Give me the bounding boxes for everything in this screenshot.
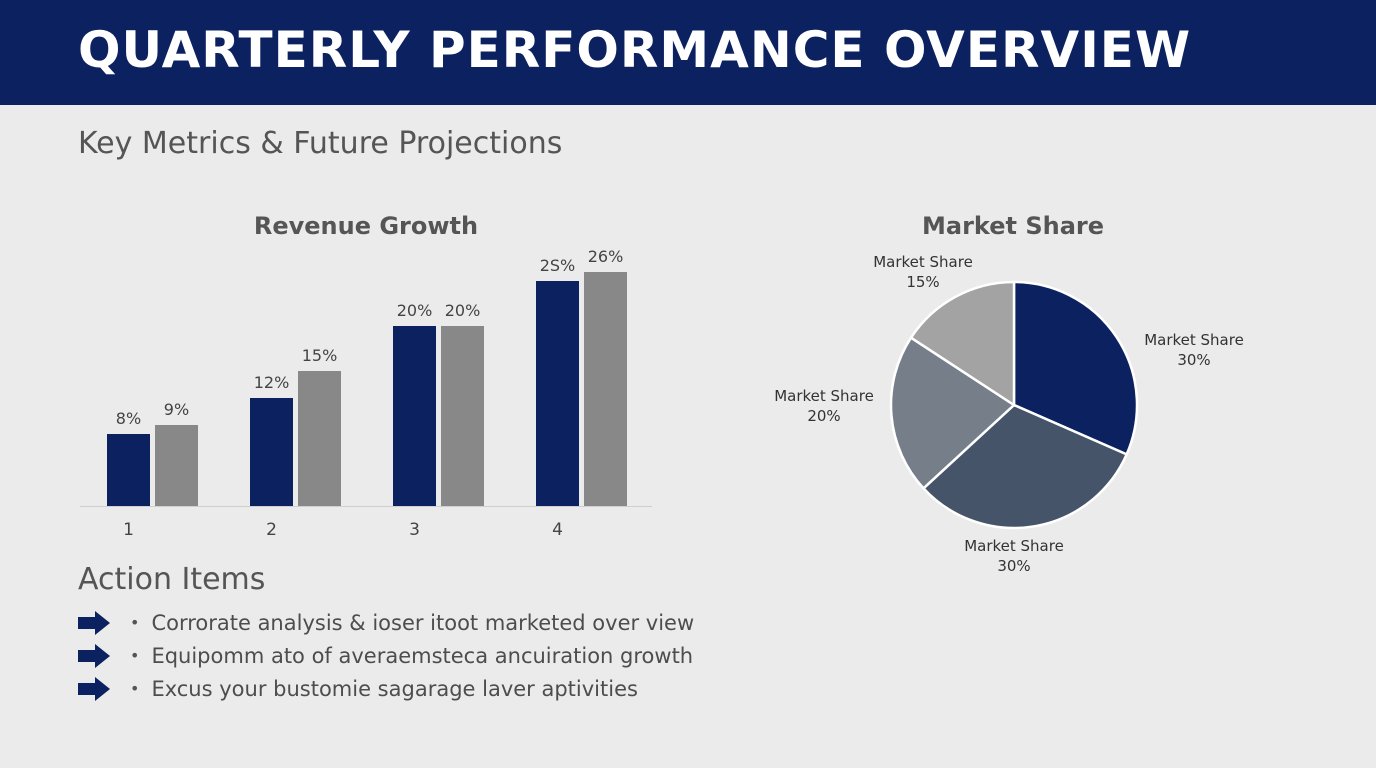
bullet-icon: • <box>130 646 140 665</box>
action-item-text: Corrorate analysis & ioser itoot markete… <box>151 610 695 635</box>
pie-slice-4 <box>909 280 1016 408</box>
pie-label: Market Share <box>964 537 1064 555</box>
pie-value-label: 20% <box>807 407 840 425</box>
action-items-title: Action Items <box>78 562 266 597</box>
bar-2-4 <box>584 272 627 506</box>
bar-data-label: 9% <box>164 400 189 419</box>
page-subtitle: Key Metrics & Future Projections <box>78 126 563 161</box>
arrow-right-icon <box>78 610 110 635</box>
bar-data-label: 20% <box>445 301 481 320</box>
list-item: • Corrorate analysis & ioser itoot marke… <box>78 606 694 639</box>
pie-value-label: 15% <box>906 273 939 291</box>
bullet-icon: • <box>130 613 140 632</box>
list-item: • Excus your bustomie sagarage laver apt… <box>78 672 694 705</box>
bar-2-2 <box>298 371 341 506</box>
bullet-icon: • <box>130 679 140 698</box>
arrow-right-icon <box>78 643 110 668</box>
x-tick-label: 4 <box>552 520 563 540</box>
bar-data-label: 15% <box>302 346 338 365</box>
bar-data-label: 26% <box>588 247 624 266</box>
page-title: QUARTERLY PERFORMANCE OVERVIEW <box>78 21 1192 79</box>
pie-label: Market Share <box>1144 331 1244 349</box>
header-bar: QUARTERLY PERFORMANCE OVERVIEW <box>0 0 1376 105</box>
bar-1-2 <box>250 398 293 506</box>
bar-1-4 <box>536 281 579 506</box>
action-item-text: Excus your bustomie sagarage laver aptiv… <box>151 676 638 701</box>
bar-2-3 <box>441 326 484 506</box>
pie-value-label: 30% <box>1177 351 1210 369</box>
pie-label: Market Share <box>873 253 973 271</box>
pie-chart-title: Market Share <box>921 212 1105 240</box>
x-tick-label: 2 <box>266 520 277 540</box>
action-items-list: • Corrorate analysis & ioser itoot marke… <box>78 606 694 705</box>
bar-data-label: 8% <box>116 409 141 428</box>
bar-1-1 <box>107 434 150 506</box>
action-item-text: Equipomm ato of averaemsteca ancuiration… <box>151 643 694 668</box>
pie-slice-2 <box>921 403 1129 530</box>
bar-data-label: 20% <box>397 301 433 320</box>
pie-slice-1 <box>1012 280 1139 457</box>
x-tick-label: 1 <box>123 520 134 540</box>
list-item: • Equipomm ato of averaemsteca ancuirati… <box>78 639 694 672</box>
bar-data-label: 12% <box>254 373 290 392</box>
pie-label: Market Share <box>774 387 874 405</box>
arrow-right-icon <box>78 676 110 701</box>
pie-value-label: 30% <box>997 557 1030 575</box>
revenue-growth-chart: 8% 12% 20% 2S% 9% 15% 20% 26% 1 2 3 4 <box>80 247 652 540</box>
pie-slice-3 <box>889 335 1017 491</box>
bar-1-3 <box>393 326 436 506</box>
market-share-chart: Market Share 30% Market Share 30% Market Sha… <box>774 253 1244 575</box>
x-tick-label: 3 <box>409 520 420 540</box>
bar-2-1 <box>155 425 198 506</box>
bar-data-label: 2S% <box>540 256 576 275</box>
bar-chart-title: Revenue Growth <box>253 212 479 240</box>
